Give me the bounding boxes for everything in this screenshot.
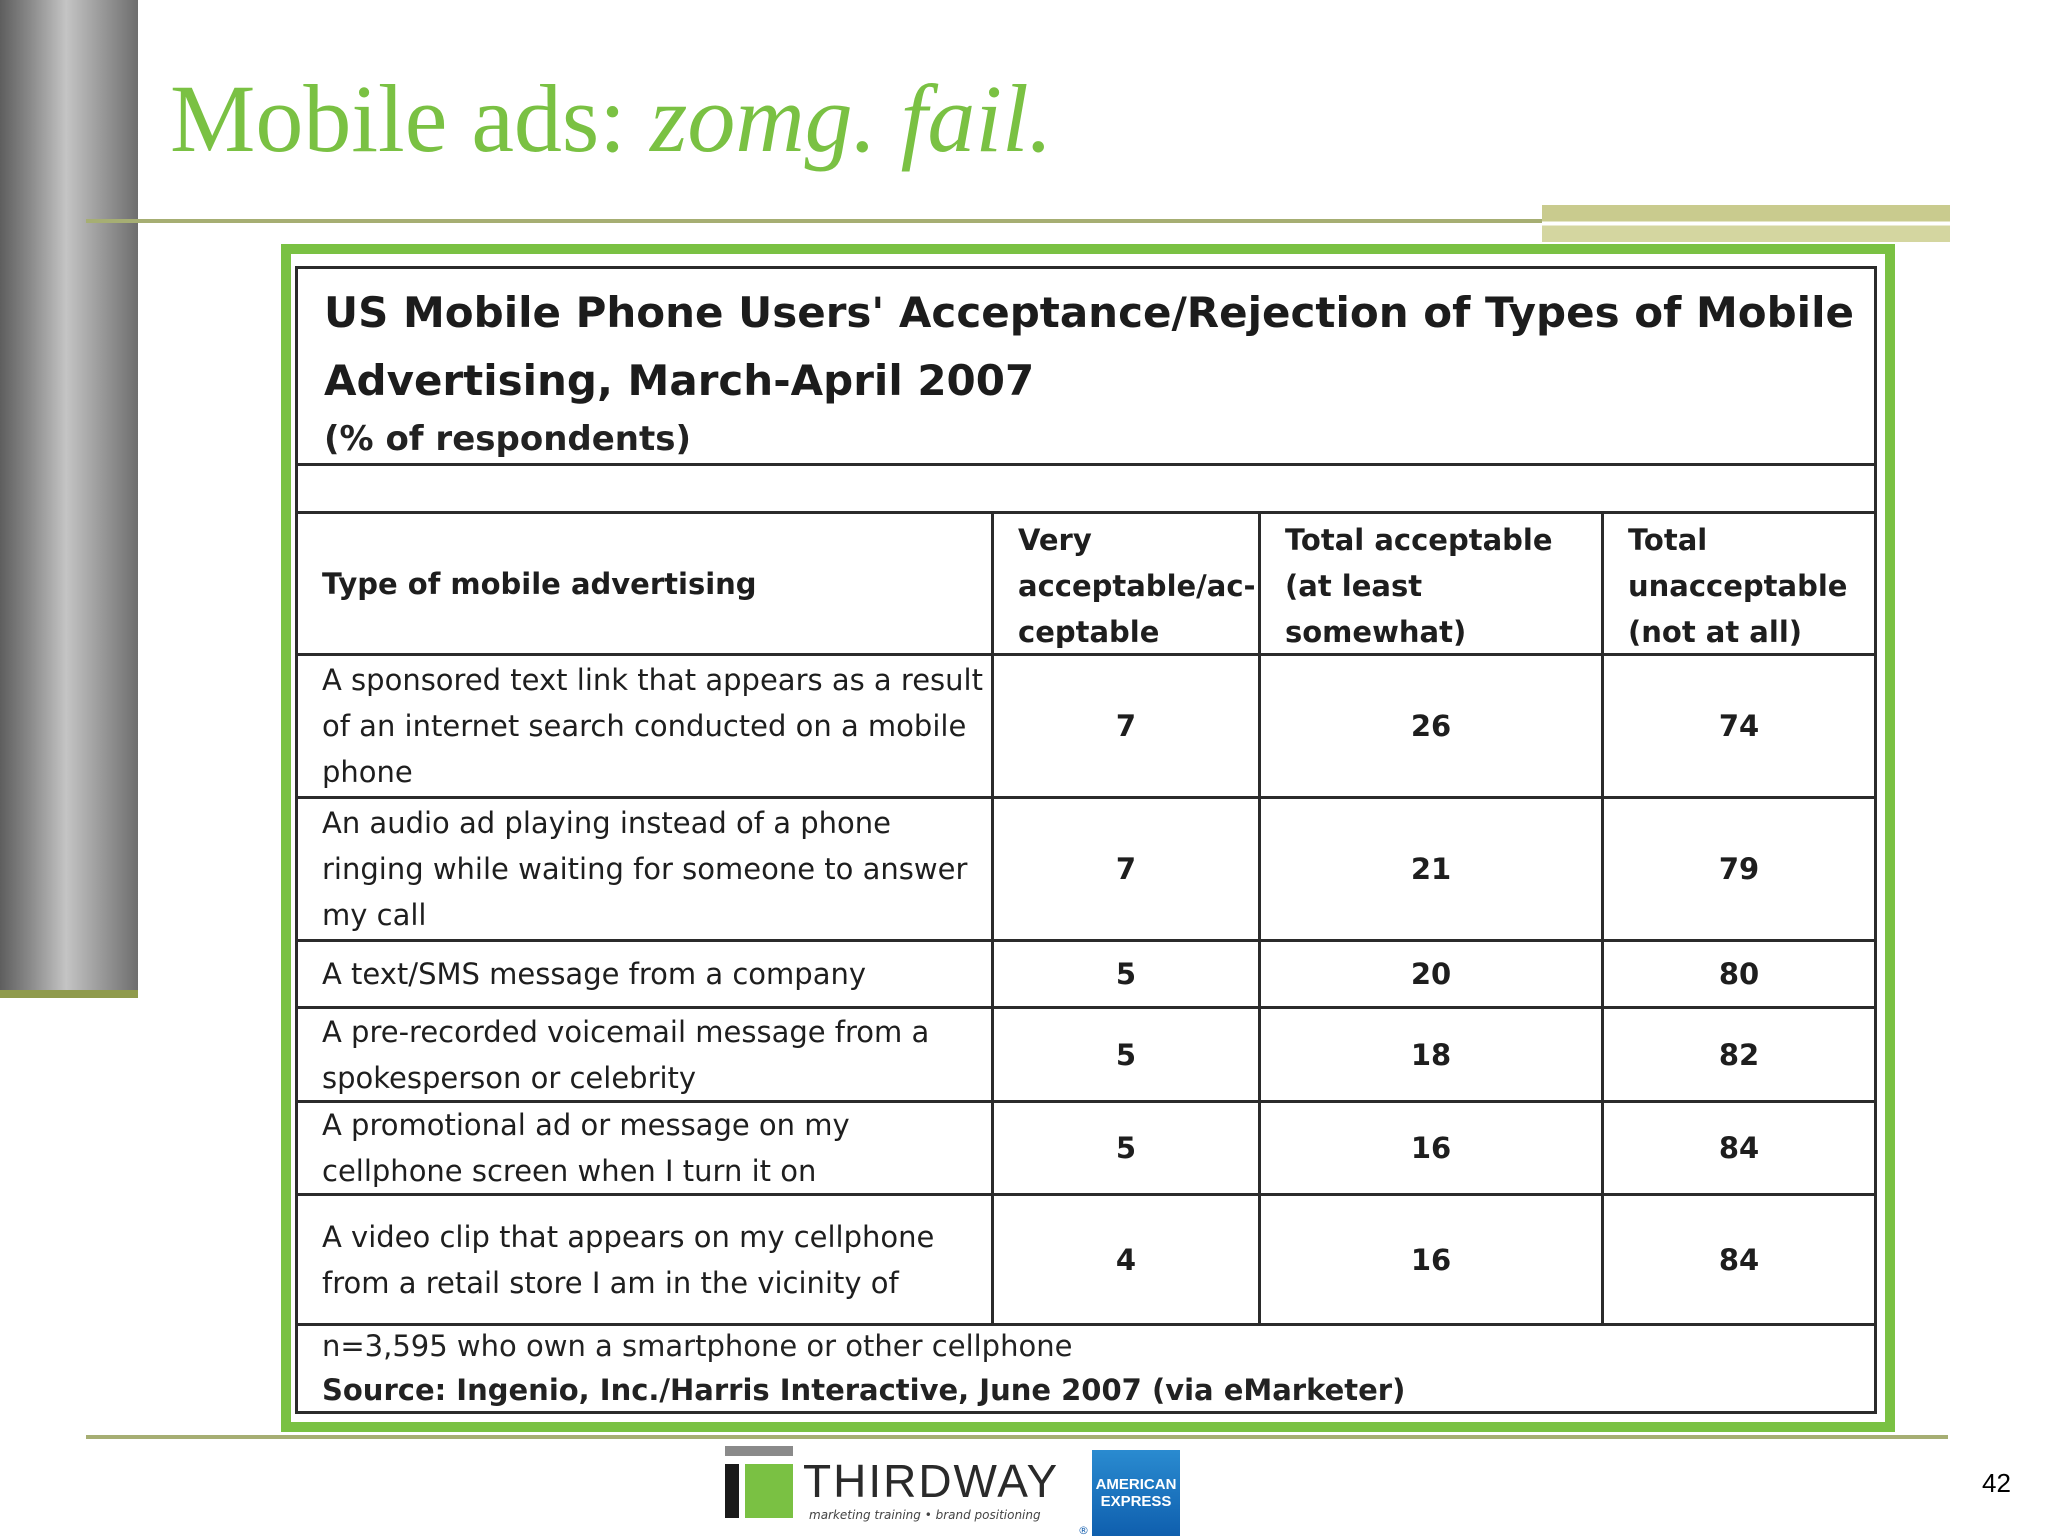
header-total-unacceptable: Total unacceptable (not at all) <box>1628 523 1848 649</box>
thirdway-tagline: marketing training • brand positioning <box>809 1508 1041 1522</box>
row-divider <box>298 463 1874 466</box>
decorative-side-bar <box>0 0 138 990</box>
row-divider <box>298 1193 1874 1196</box>
row-divider <box>298 1323 1874 1326</box>
row-divider <box>298 939 1874 942</box>
row-divider <box>298 653 1874 656</box>
title-italic: zomg. fail. <box>649 65 1053 172</box>
row-total-unacceptable: 82 <box>1718 1037 1760 1072</box>
table-image-frame: US Mobile Phone Users' Acceptance/Reject… <box>281 244 1895 1432</box>
row-type: A pre-recorded voicemail message from a … <box>322 1014 930 1095</box>
slide-title: Mobile ads: zomg. fail. <box>170 64 1053 174</box>
table-subtitle: (% of respondents) <box>324 419 692 459</box>
row-total-unacceptable: 74 <box>1718 709 1760 743</box>
row-very-acceptable: 5 <box>1115 957 1137 991</box>
row-total-unacceptable: 84 <box>1718 1242 1760 1277</box>
row-very-acceptable: 7 <box>1115 709 1137 743</box>
row-type: A video clip that appears on my cellphon… <box>322 1219 935 1300</box>
decorative-side-bar-base <box>0 990 138 998</box>
table-source: Source: Ingenio, Inc./Harris Interactive… <box>322 1373 1406 1407</box>
row-total-unacceptable: 80 <box>1718 957 1760 991</box>
column-divider <box>1601 511 1604 1323</box>
thirdway-wordmark: THIRDWAY <box>803 1455 1060 1507</box>
thirdway-mark-bar <box>725 1446 793 1456</box>
column-divider <box>1258 511 1261 1323</box>
row-total-acceptable: 16 <box>1410 1131 1452 1165</box>
amex-line-1: AMERICAN <box>1095 1476 1177 1493</box>
thirdway-mark-black <box>725 1464 739 1518</box>
row-very-acceptable: 5 <box>1115 1037 1137 1072</box>
row-divider <box>298 1006 1874 1009</box>
title-plain: Mobile ads: <box>170 65 650 172</box>
table-note: n=3,595 who own a smartphone or other ce… <box>322 1329 1073 1363</box>
row-total-acceptable: 20 <box>1410 957 1452 991</box>
thirdway-logo: THIRDWAY marketing training • brand posi… <box>723 1446 1057 1526</box>
header-very-acceptable: Very acceptable/ac-ceptable <box>1018 523 1256 649</box>
table-inner: US Mobile Phone Users' Acceptance/Reject… <box>291 254 1885 1422</box>
row-total-acceptable: 18 <box>1410 1037 1452 1072</box>
row-type: A sponsored text link that appears as a … <box>322 663 983 789</box>
row-total-unacceptable: 84 <box>1718 1131 1760 1165</box>
header-type: Type of mobile advertising <box>322 566 757 601</box>
amex-line-2: EXPRESS <box>1100 1493 1172 1510</box>
row-total-acceptable: 21 <box>1410 852 1452 886</box>
table-title: US Mobile Phone Users' Acceptance/Reject… <box>324 288 1854 405</box>
data-table: US Mobile Phone Users' Acceptance/Reject… <box>295 266 1877 1414</box>
row-type: A text/SMS message from a company <box>322 957 867 991</box>
row-type: A promotional ad or message on my cellph… <box>322 1108 850 1188</box>
row-total-acceptable: 16 <box>1410 1242 1452 1277</box>
decorative-accent-block <box>1542 205 1950 242</box>
bottom-divider <box>86 1435 1948 1439</box>
row-very-acceptable: 7 <box>1115 852 1137 886</box>
row-divider <box>298 796 1874 799</box>
row-very-acceptable: 5 <box>1115 1131 1137 1165</box>
row-divider <box>298 511 1874 514</box>
row-very-acceptable: 4 <box>1115 1242 1137 1277</box>
page-number: 42 <box>1982 1468 2011 1498</box>
row-total-unacceptable: 79 <box>1718 852 1760 886</box>
column-divider <box>991 511 994 1323</box>
header-total-acceptable: Total acceptable (at least somewhat) <box>1285 523 1553 649</box>
row-type: An audio ad playing instead of a phone r… <box>322 806 968 932</box>
row-total-acceptable: 26 <box>1410 709 1452 743</box>
amex-logo: AMERICAN EXPRESS <box>1092 1450 1180 1536</box>
thirdway-mark-green <box>745 1464 793 1518</box>
amex-registered-mark: ® <box>1078 1524 1089 1537</box>
amex-wordmark: AMERICAN EXPRESS <box>1092 1476 1180 1510</box>
top-divider <box>86 219 1948 223</box>
row-divider <box>298 1100 1874 1103</box>
